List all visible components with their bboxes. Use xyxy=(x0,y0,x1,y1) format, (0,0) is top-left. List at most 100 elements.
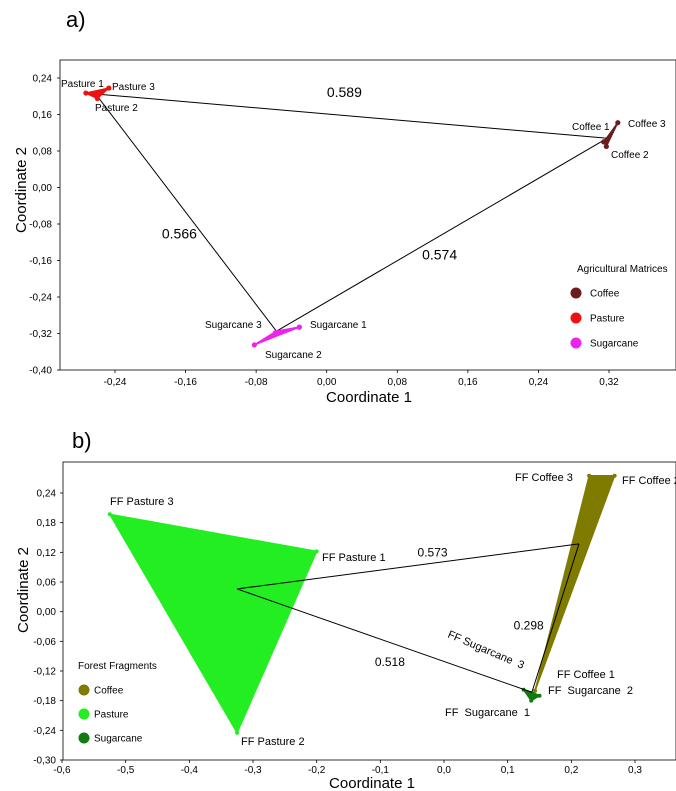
x-axis-title-b: Coordinate 1 xyxy=(329,775,415,791)
legend-label: Sugarcane xyxy=(590,339,639,350)
distance-line xyxy=(237,543,580,590)
group-spoke xyxy=(236,550,318,590)
panel-b-label: b) xyxy=(72,428,92,453)
y-tick-label: 0,06 xyxy=(37,578,57,589)
x-tick-label: -0,08 xyxy=(245,377,268,388)
legend-label: Sugarcane xyxy=(94,734,143,745)
point-label: Pasture 1 xyxy=(61,79,104,90)
data-point xyxy=(314,549,319,554)
point-label: Pasture 2 xyxy=(95,103,138,114)
y-tick-label: -0,24 xyxy=(29,293,52,304)
distance-line xyxy=(531,543,580,693)
x-tick-label: 0,24 xyxy=(529,377,549,388)
y-tick-label: -0,32 xyxy=(29,329,52,340)
plot-frame-a xyxy=(59,59,676,371)
panel-a-label: a) xyxy=(66,7,86,32)
x-tick-label: -0,5 xyxy=(117,765,135,776)
y-tick-label: -0,08 xyxy=(29,220,52,231)
y-tick-label: -0,12 xyxy=(33,667,56,678)
x-tick-label: 0,08 xyxy=(388,377,408,388)
point-label: FF Sugarcane 1 xyxy=(445,707,530,719)
point-label: FF Pasture 1 xyxy=(322,552,386,564)
data-point xyxy=(603,143,609,150)
distance-label: 0.574 xyxy=(422,247,457,263)
legend-marker xyxy=(570,287,582,299)
legend-marker xyxy=(570,312,582,324)
plot-frame-b xyxy=(62,461,676,761)
panel-a: a) -0,24 -0,16 -0,08 0,00 0,08 0,16 0,24 0,32 0,… xyxy=(13,7,676,406)
y-tick-label: 0,12 xyxy=(37,548,57,559)
data-point xyxy=(537,693,542,698)
x-tick-label: 0,32 xyxy=(599,377,619,388)
point-label: FF Sugarcane 2 xyxy=(548,685,633,697)
distance-line xyxy=(95,93,608,139)
x-tick-label: -0,4 xyxy=(181,765,199,776)
point-label: FF Coffee 2 xyxy=(622,475,676,487)
data-point xyxy=(601,139,607,145)
legend-label: Pasture xyxy=(94,710,129,721)
point-label: FF Coffee 3 xyxy=(515,472,573,484)
y-axis-title-a: Coordinate 2 xyxy=(13,147,30,233)
group-spoke xyxy=(578,475,590,545)
legend-marker xyxy=(78,708,90,720)
distance-label: 0.566 xyxy=(162,226,197,242)
y-tick-label: 0,00 xyxy=(33,183,53,194)
data-point xyxy=(272,329,279,336)
point-label: Coffee 2 xyxy=(611,150,649,161)
legend-title: Agricultural Matrices xyxy=(577,264,668,275)
group-hull-coffee xyxy=(534,474,616,692)
data-point xyxy=(106,85,112,91)
x-tick-label: -0,6 xyxy=(53,765,71,776)
x-tick-label: 0,0 xyxy=(437,765,451,776)
data-point xyxy=(587,473,592,478)
group-spoke xyxy=(276,326,300,333)
y-tick-label: 0,24 xyxy=(33,74,53,85)
data-point xyxy=(612,473,617,478)
group-spoke xyxy=(253,330,277,346)
point-label: FF Sugarcane 3 xyxy=(446,629,526,672)
y-tick-label: -0,30 xyxy=(33,756,56,767)
y-tick-label: 0,24 xyxy=(37,489,57,500)
data-point xyxy=(107,512,112,517)
group-spoke xyxy=(606,122,619,139)
x-axis-title-a: Coordinate 1 xyxy=(326,389,412,406)
distance-label: 0.589 xyxy=(327,84,362,100)
point-label: FF Pasture 3 xyxy=(110,496,174,508)
x-tick-label: 0,3 xyxy=(628,765,642,776)
point-label: Sugarcane 2 xyxy=(265,350,322,361)
legend-marker xyxy=(78,732,90,744)
legend-marker xyxy=(78,684,90,696)
data-point xyxy=(83,90,89,96)
point-label: FF Coffee 1 xyxy=(557,669,615,681)
distance-line xyxy=(95,93,277,332)
panel-b: b) -0,6 -0,5 -0,4 -0,3 -0,2 -0,1 0,0 0,1 0,2 0,3 0… xyxy=(15,428,676,791)
y-tick-label: -0,18 xyxy=(33,696,56,707)
distance-label: 0.518 xyxy=(375,655,405,669)
x-tick-label: -0,16 xyxy=(174,377,197,388)
x-tick-label: 0,2 xyxy=(564,765,578,776)
group-spoke xyxy=(578,475,616,545)
x-tick-label: 0,00 xyxy=(317,377,337,388)
group-spoke xyxy=(109,513,238,590)
distance-line xyxy=(236,588,533,693)
data-point xyxy=(94,95,100,102)
point-label: Pasture 3 xyxy=(112,82,155,93)
data-point xyxy=(251,342,257,348)
legend-marker xyxy=(570,337,582,349)
x-tick-label: -0,24 xyxy=(104,377,127,388)
group-hull-pasture xyxy=(109,513,318,734)
legend-label: Pasture xyxy=(590,314,625,325)
x-tick-label: 0,16 xyxy=(458,377,478,388)
y-tick-label: -0,40 xyxy=(29,366,52,377)
data-point xyxy=(529,698,534,703)
x-tick-label: -0,3 xyxy=(244,765,262,776)
data-point xyxy=(615,120,621,126)
point-label: Sugarcane 1 xyxy=(310,320,367,331)
y-tick-label: 0,18 xyxy=(37,518,57,529)
y-tick-label: 0,08 xyxy=(33,147,53,158)
y-tick-label: -0,06 xyxy=(33,637,56,648)
y-tick-label: 0,00 xyxy=(37,607,57,618)
distance-line xyxy=(276,137,608,332)
data-point xyxy=(296,324,302,330)
